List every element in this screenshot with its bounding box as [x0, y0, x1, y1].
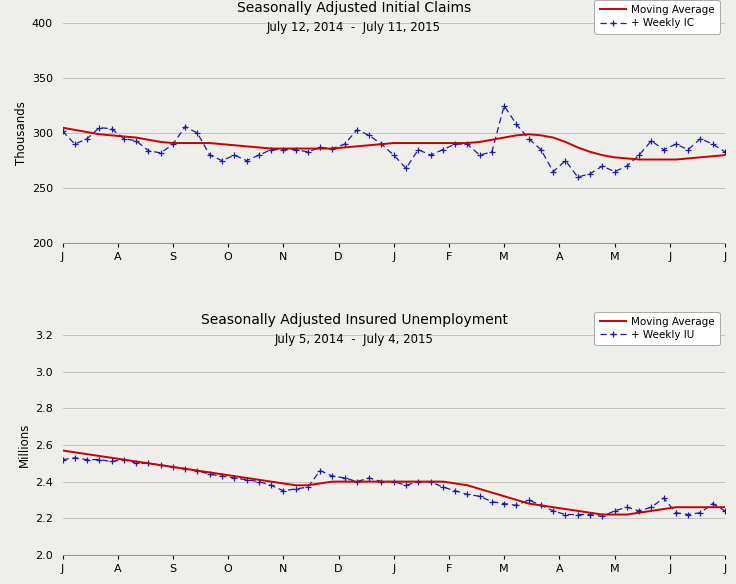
+ Weekly IC [181, 123, 190, 130]
+ Weekly IU [721, 507, 729, 515]
+ Weekly IU [598, 513, 606, 520]
Line: + Weekly IU: + Weekly IU [60, 455, 728, 519]
+ Weekly IU [671, 509, 680, 516]
Moving Average [721, 152, 729, 159]
Moving Average [181, 465, 190, 472]
Moving Average [708, 152, 717, 159]
+ Weekly IU [58, 456, 67, 463]
Text: Seasonally Adjusted Insured Unemployment: Seasonally Adjusted Insured Unemployment [200, 313, 508, 327]
Moving Average [721, 504, 729, 511]
Text: Seasonally Adjusted Initial Claims: Seasonally Adjusted Initial Claims [237, 1, 471, 15]
Moving Average [218, 471, 227, 478]
Moving Average [708, 504, 717, 511]
Line: Moving Average: Moving Average [63, 128, 725, 159]
Line: Moving Average: Moving Average [63, 450, 725, 515]
Moving Average [634, 156, 643, 163]
Moving Average [303, 145, 312, 152]
+ Weekly IU [144, 460, 153, 467]
Line: + Weekly IC: + Weekly IC [60, 103, 728, 180]
Y-axis label: Thousands: Thousands [15, 101, 27, 165]
Moving Average [58, 124, 67, 131]
+ Weekly IC [721, 148, 729, 155]
+ Weekly IC [218, 157, 227, 164]
Moving Average [659, 156, 668, 163]
+ Weekly IU [316, 467, 325, 474]
Moving Average [181, 140, 190, 147]
+ Weekly IC [132, 137, 141, 144]
+ Weekly IC [58, 127, 67, 134]
Moving Average [218, 141, 227, 148]
Text: July 12, 2014  -  July 11, 2015: July 12, 2014 - July 11, 2015 [267, 21, 441, 34]
Y-axis label: Millions: Millions [18, 423, 31, 467]
+ Weekly IU [71, 454, 79, 461]
Moving Average [132, 458, 141, 465]
+ Weekly IC [671, 141, 680, 148]
+ Weekly IC [708, 141, 717, 148]
+ Weekly IC [500, 102, 509, 109]
Legend: Moving Average, + Weekly IC: Moving Average, + Weekly IC [595, 0, 720, 33]
Legend: Moving Average, + Weekly IU: Moving Average, + Weekly IU [595, 312, 720, 345]
Moving Average [598, 511, 606, 518]
Text: July 5, 2014  -  July 4, 2015: July 5, 2014 - July 4, 2015 [275, 333, 434, 346]
+ Weekly IU [230, 474, 238, 481]
+ Weekly IC [303, 148, 312, 155]
Moving Average [303, 482, 312, 489]
Moving Average [58, 447, 67, 454]
Moving Average [659, 506, 668, 513]
+ Weekly IU [708, 500, 717, 507]
+ Weekly IC [573, 173, 582, 180]
Moving Average [132, 134, 141, 141]
+ Weekly IU [193, 467, 202, 474]
